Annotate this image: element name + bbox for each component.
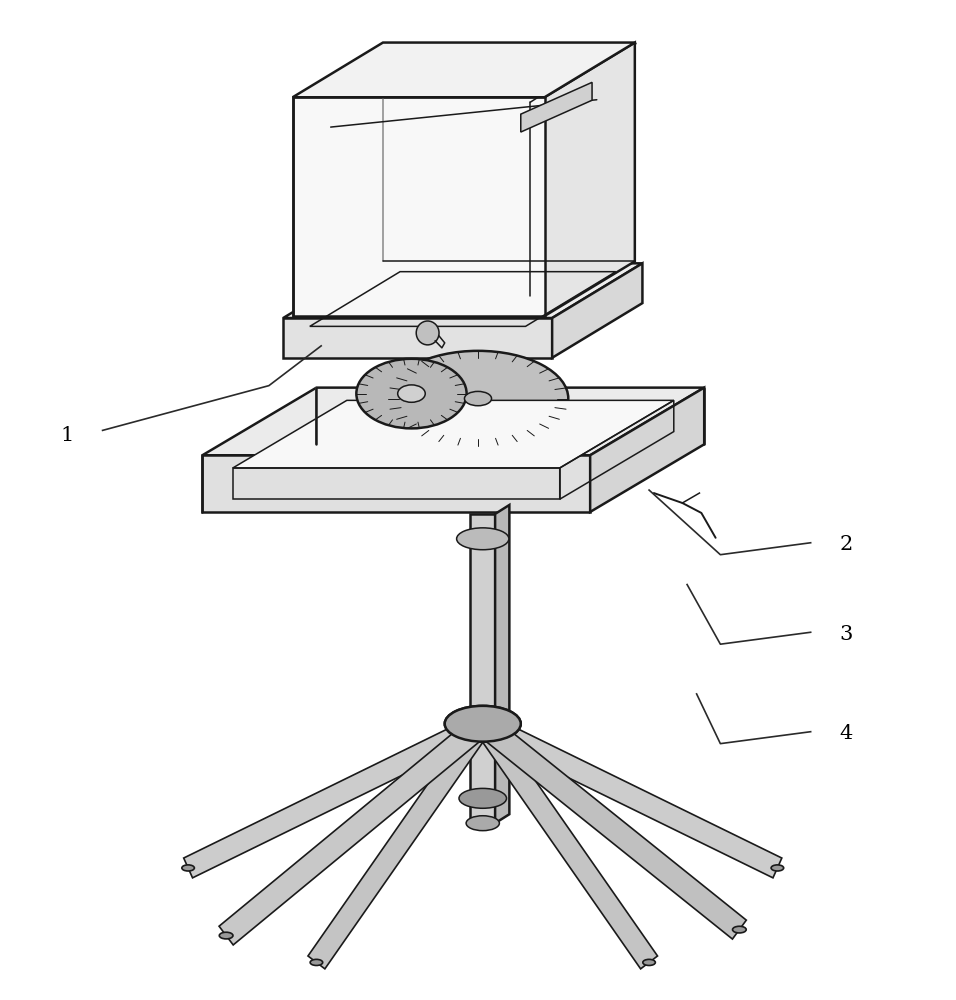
Ellipse shape bbox=[771, 865, 784, 871]
Polygon shape bbox=[283, 263, 642, 318]
Polygon shape bbox=[495, 505, 510, 823]
Polygon shape bbox=[553, 263, 642, 358]
Polygon shape bbox=[283, 318, 553, 358]
Ellipse shape bbox=[219, 932, 233, 939]
Ellipse shape bbox=[459, 788, 507, 808]
Polygon shape bbox=[474, 717, 658, 969]
Ellipse shape bbox=[465, 391, 491, 406]
Polygon shape bbox=[308, 717, 491, 969]
Polygon shape bbox=[476, 714, 747, 939]
Ellipse shape bbox=[310, 959, 323, 965]
Polygon shape bbox=[203, 388, 705, 455]
Polygon shape bbox=[232, 400, 674, 468]
Polygon shape bbox=[470, 514, 495, 823]
Ellipse shape bbox=[732, 926, 747, 933]
Text: 2: 2 bbox=[839, 535, 853, 554]
Polygon shape bbox=[293, 97, 545, 316]
Ellipse shape bbox=[642, 959, 656, 965]
Polygon shape bbox=[478, 714, 782, 878]
Polygon shape bbox=[219, 714, 489, 945]
Circle shape bbox=[416, 321, 439, 345]
Ellipse shape bbox=[467, 816, 499, 831]
Polygon shape bbox=[521, 82, 592, 132]
Text: 1: 1 bbox=[60, 426, 74, 445]
Polygon shape bbox=[545, 43, 635, 316]
Text: 3: 3 bbox=[839, 625, 853, 644]
Ellipse shape bbox=[357, 359, 467, 428]
Ellipse shape bbox=[457, 528, 509, 550]
Ellipse shape bbox=[182, 865, 194, 871]
Ellipse shape bbox=[388, 351, 568, 446]
Polygon shape bbox=[203, 455, 590, 512]
Polygon shape bbox=[184, 714, 488, 878]
Ellipse shape bbox=[445, 706, 521, 742]
Text: 4: 4 bbox=[839, 724, 853, 743]
Polygon shape bbox=[293, 43, 635, 97]
Polygon shape bbox=[590, 388, 705, 512]
Ellipse shape bbox=[398, 385, 425, 402]
Ellipse shape bbox=[445, 706, 521, 742]
